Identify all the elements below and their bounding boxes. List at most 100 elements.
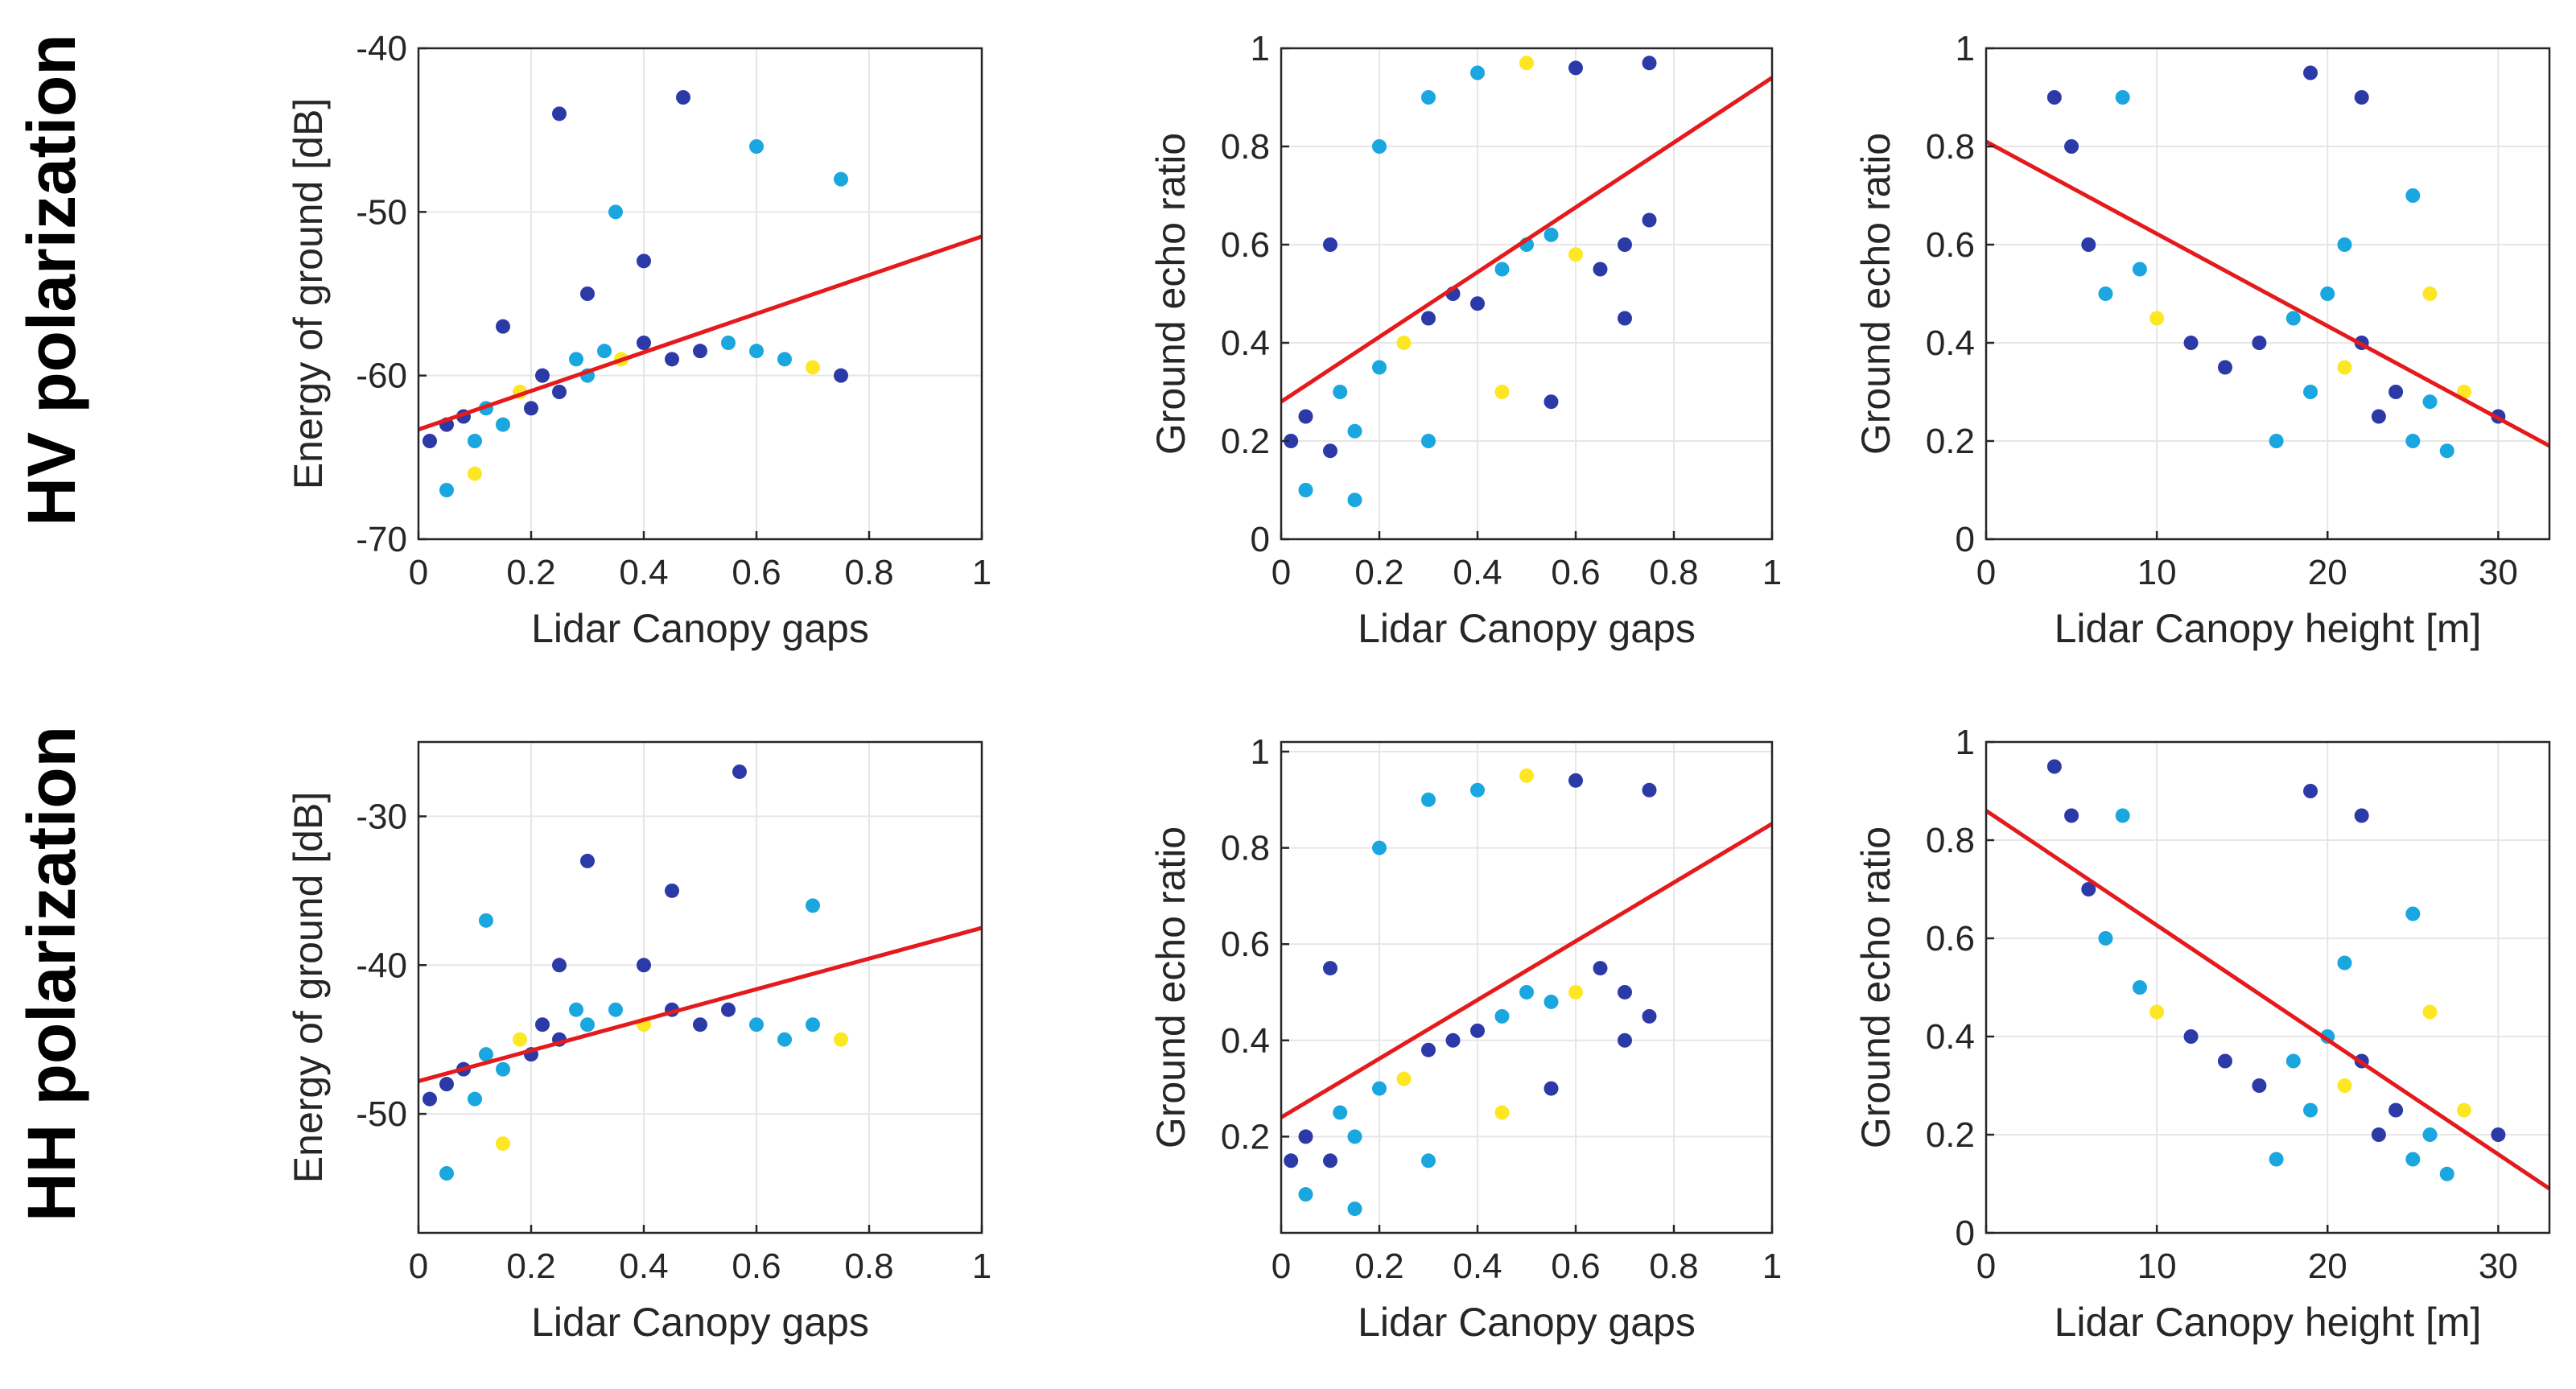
y-tick-label: 0.2	[1221, 422, 1270, 461]
scatter-point	[1298, 1129, 1313, 1144]
scatter-point	[468, 466, 482, 481]
scatter-point	[1284, 434, 1299, 448]
scatter-point	[422, 1091, 437, 1107]
scatter-point	[637, 958, 651, 973]
scatter-point	[2252, 1078, 2267, 1093]
scatter-point	[1470, 65, 1485, 80]
scatter-point	[1421, 1153, 1436, 1168]
scatter-point	[1568, 773, 1583, 788]
scatter-point	[1519, 984, 1534, 1000]
x-tick-label: 0.6	[1551, 553, 1600, 592]
scatter-point	[2405, 1152, 2421, 1167]
plot-area	[418, 742, 982, 1233]
x-tick-label: 30	[2479, 1247, 2518, 1286]
scatter-point	[749, 344, 764, 359]
scatter-point	[2149, 1004, 2165, 1020]
x-tick-label: 0	[1976, 553, 1996, 592]
y-axis-label: Ground echo ratio	[1148, 826, 1193, 1148]
regression-line	[1985, 139, 2551, 448]
scatter-point	[1494, 1105, 1510, 1120]
y-tick-label: -50	[356, 1094, 407, 1134]
y-tick-label: 0.2	[1926, 1115, 1975, 1155]
scatter-point	[777, 352, 792, 367]
scatter-point	[665, 883, 679, 898]
scatter-point	[439, 483, 454, 497]
scatter-point	[1298, 483, 1313, 497]
scatter-point	[2354, 90, 2369, 105]
scatter-point	[2371, 409, 2386, 424]
x-axis-label: Lidar Canopy gaps	[531, 606, 869, 651]
y-tick-label: 1	[1251, 29, 1270, 68]
x-tick-label: 0.6	[1551, 1247, 1600, 1286]
scatter-point	[1323, 961, 1337, 976]
x-tick-label: 20	[2308, 553, 2347, 592]
y-tick-label: 0.8	[1926, 127, 1975, 167]
x-tick-label: 0.8	[1649, 1247, 1698, 1286]
x-axis-label: Lidar Canopy gaps	[531, 1300, 869, 1345]
regression-line	[418, 925, 983, 1083]
scatter-point	[834, 368, 848, 383]
regression-line	[1280, 76, 1774, 404]
scatter-point	[777, 1032, 792, 1047]
chart-hv-ratio-height: 0 10 20 30 0 0.2 0.4 0.6 0.8 1 Lidar Canopy height…	[1853, 29, 2551, 651]
scatter-point	[2422, 1004, 2438, 1020]
scatter-point	[1519, 56, 1534, 71]
scatter-point	[2115, 90, 2130, 105]
x-tick-label: 0	[409, 553, 428, 592]
scatter-point	[2149, 311, 2165, 326]
chart-hh-ratio-gaps: 0 0.2 0.4 0.6 0.8 1 0.2 0.4 0.6 0.8 1 Lidar Canopy …	[1148, 732, 1782, 1345]
scatter-point	[1494, 262, 1510, 277]
scatter-point	[2046, 90, 2062, 105]
x-tick-label: 0.4	[1453, 553, 1502, 592]
scatter-point	[479, 1047, 493, 1062]
x-tick-label: 0.2	[1354, 1247, 1403, 1286]
scatter-point	[468, 434, 482, 448]
scatter-point	[2337, 237, 2352, 252]
scatter-point	[806, 1017, 820, 1032]
scatter-point	[2371, 1127, 2386, 1142]
x-tick-label: 0.2	[1354, 553, 1403, 592]
x-tick-label: 20	[2308, 1247, 2347, 1286]
y-tick-label: 0.4	[1926, 1017, 1975, 1057]
x-tick-label: 0.2	[506, 553, 555, 592]
x-tick-label: 10	[2137, 1247, 2177, 1286]
scatter-point	[1470, 296, 1485, 311]
scatter-point	[422, 434, 437, 448]
y-tick-label: 0.6	[1926, 225, 1975, 265]
scatter-point	[496, 1061, 510, 1077]
regression-line	[1280, 822, 1774, 1119]
scatter-point	[2081, 237, 2096, 252]
scatter-point	[2183, 1029, 2199, 1044]
scatter-point	[1568, 247, 1583, 262]
scatter-point	[2217, 1053, 2232, 1069]
scatter-point	[1618, 311, 1632, 326]
scatter-point	[2320, 286, 2335, 301]
scatter-point	[1568, 984, 1583, 1000]
scatter-point	[2217, 360, 2232, 375]
x-tick-label: 0	[1272, 553, 1291, 592]
scatter-point	[580, 853, 595, 868]
x-tick-label: 1	[972, 1247, 991, 1286]
scatter-point	[1544, 227, 1559, 242]
scatter-point	[524, 401, 538, 416]
scatter-point	[468, 1091, 482, 1107]
scatter-point	[1298, 409, 1313, 424]
y-tick-label: -30	[356, 797, 407, 836]
x-tick-label: 0.8	[844, 1247, 893, 1286]
scatter-point	[569, 1002, 583, 1017]
y-axis-label: Ground echo ratio	[1853, 133, 1898, 455]
scatter-point	[2439, 1166, 2454, 1181]
scatter-point	[1544, 1081, 1559, 1096]
y-tick-label: -60	[356, 357, 407, 396]
scatter-point	[1593, 961, 1608, 976]
scatter-point	[637, 253, 651, 269]
y-tick-label: -50	[356, 192, 407, 232]
scatter-point	[2456, 1103, 2471, 1118]
scatter-point	[496, 319, 510, 334]
y-tick-label: 1	[1251, 732, 1270, 772]
scatter-point	[1396, 336, 1412, 350]
x-tick-label: 1	[1762, 553, 1782, 592]
scatter-point	[1333, 385, 1348, 399]
scatter-point	[721, 336, 736, 350]
scatter-point	[1421, 311, 1436, 326]
